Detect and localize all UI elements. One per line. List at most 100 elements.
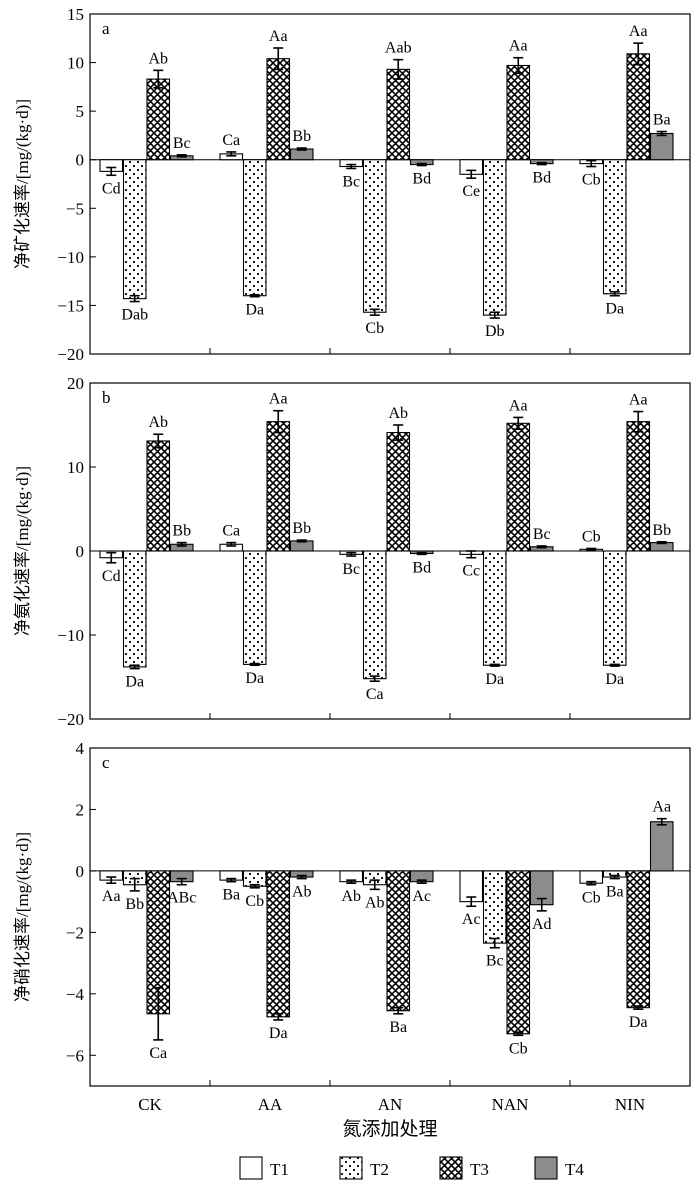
panel-b: 20 10 0 −10 −20 b 净氨化速率/[mg/(kg·d)] Cd Da Ab Bb Ca D… — [13, 374, 691, 729]
data-label: Ab — [292, 884, 312, 901]
bar-t2 — [602, 550, 627, 666]
y-tick-label: −5 — [66, 199, 84, 218]
y-tick-label: 0 — [76, 542, 85, 561]
bar-t3 — [506, 870, 531, 1035]
bar-t3 — [386, 870, 411, 1012]
bar-t3 — [386, 68, 411, 161]
data-label: Cb — [582, 172, 601, 189]
data-label: Ba — [389, 1019, 407, 1036]
panel-a: 15 10 5 0 −5 −10 −15 −20 a 净矿化速率/[mg/(kg·d)] Cd Dab… — [13, 5, 691, 364]
bar-t3 — [266, 870, 291, 1018]
y-tick-label: 10 — [67, 54, 84, 73]
data-label: Cd — [102, 568, 121, 585]
y-tick-label: −4 — [66, 985, 85, 1004]
data-label: Ca — [222, 132, 240, 149]
bar-t3 — [626, 421, 651, 552]
legend-label: T1 — [270, 1160, 289, 1179]
data-label: Cb — [365, 320, 384, 337]
x-tick-label: AA — [258, 1095, 283, 1114]
legend-swatch-t1 — [239, 1156, 263, 1180]
y-axis-label: 净硝化速率/[mg/(kg·d)] — [13, 832, 32, 1002]
data-label: Cb — [582, 528, 601, 545]
data-label: Bd — [532, 170, 551, 187]
data-label: Bc — [533, 526, 551, 543]
bar-t2 — [122, 159, 147, 300]
bar-t3 — [506, 64, 531, 161]
bar-t2 — [242, 159, 267, 297]
data-label: Ba — [222, 887, 240, 904]
legend: T1 T2 T3 T4 — [239, 1156, 584, 1180]
bar-t2 — [602, 159, 627, 295]
y-tick-label: 15 — [67, 5, 84, 24]
x-tick-label: AN — [378, 1095, 403, 1114]
legend-label: T4 — [565, 1160, 584, 1179]
y-tick-label: −20 — [57, 345, 84, 364]
data-label: Da — [485, 671, 504, 688]
y-axis-label: 净矿化速率/[mg/(kg·d)] — [13, 99, 32, 269]
data-label: Ab — [341, 888, 361, 905]
data-label: Bc — [486, 953, 504, 970]
data-label: Db — [485, 323, 505, 340]
y-tick-label: 4 — [76, 739, 85, 758]
data-label: Da — [125, 674, 144, 691]
data-label: Bc — [342, 173, 360, 190]
data-label: Bb — [652, 522, 671, 539]
bar-t2 — [362, 550, 387, 680]
y-tick-label: −20 — [57, 710, 84, 729]
data-label: Ab — [148, 50, 168, 67]
data-label: Ba — [653, 112, 671, 129]
data-label: Ac — [412, 888, 431, 905]
data-label: Cb — [509, 1040, 528, 1057]
data-label: Ce — [462, 183, 480, 200]
data-label: Aa — [629, 23, 648, 40]
data-label: Bb — [125, 896, 144, 913]
y-tick-label: −10 — [57, 626, 84, 645]
data-label: Cc — [462, 563, 480, 580]
data-label: Bc — [173, 135, 191, 152]
y-tick-label: 5 — [76, 102, 85, 121]
bar-t4 — [649, 132, 674, 161]
y-tick-label: 10 — [67, 458, 84, 477]
data-label: Da — [605, 671, 624, 688]
bar-t2 — [242, 550, 267, 665]
y-tick-label: −2 — [66, 923, 84, 942]
data-label: Bb — [172, 523, 191, 540]
plot-frame — [89, 13, 691, 355]
data-label: Ca — [366, 686, 384, 703]
data-label: Ab — [388, 405, 408, 422]
legend-swatch-t4 — [534, 1156, 558, 1180]
data-label: Ca — [222, 523, 240, 540]
data-label: Aa — [629, 392, 648, 409]
bar-t3 — [266, 58, 291, 161]
bar-t2 — [482, 870, 507, 944]
panel-label: b — [102, 388, 111, 407]
data-label: Da — [245, 670, 264, 687]
legend-label: T3 — [470, 1160, 489, 1179]
data-label: Aa — [269, 391, 288, 408]
x-tick-label: NIN — [615, 1095, 645, 1114]
data-label: Aa — [102, 888, 121, 905]
bar-t4 — [649, 821, 674, 872]
y-tick-label: 0 — [76, 862, 85, 881]
bar-t3 — [626, 53, 651, 161]
bar-t3 — [266, 421, 291, 552]
panel-label: a — [102, 19, 110, 38]
bar-t2 — [362, 159, 387, 313]
bar-t3 — [146, 440, 171, 552]
y-tick-label: −15 — [57, 296, 84, 315]
data-label: Cb — [245, 893, 264, 910]
data-label: Cd — [102, 180, 121, 197]
legend-label: T2 — [370, 1160, 389, 1179]
data-label: Bb — [292, 520, 311, 537]
legend-swatch-t2 — [339, 1156, 363, 1180]
bar-t2 — [482, 159, 507, 316]
data-label: Cb — [582, 890, 601, 907]
data-label: Bb — [292, 128, 311, 145]
panel-label: c — [102, 753, 110, 772]
y-tick-label: −10 — [57, 248, 84, 267]
bar-t2 — [122, 550, 147, 668]
data-label: Ab — [148, 414, 168, 431]
